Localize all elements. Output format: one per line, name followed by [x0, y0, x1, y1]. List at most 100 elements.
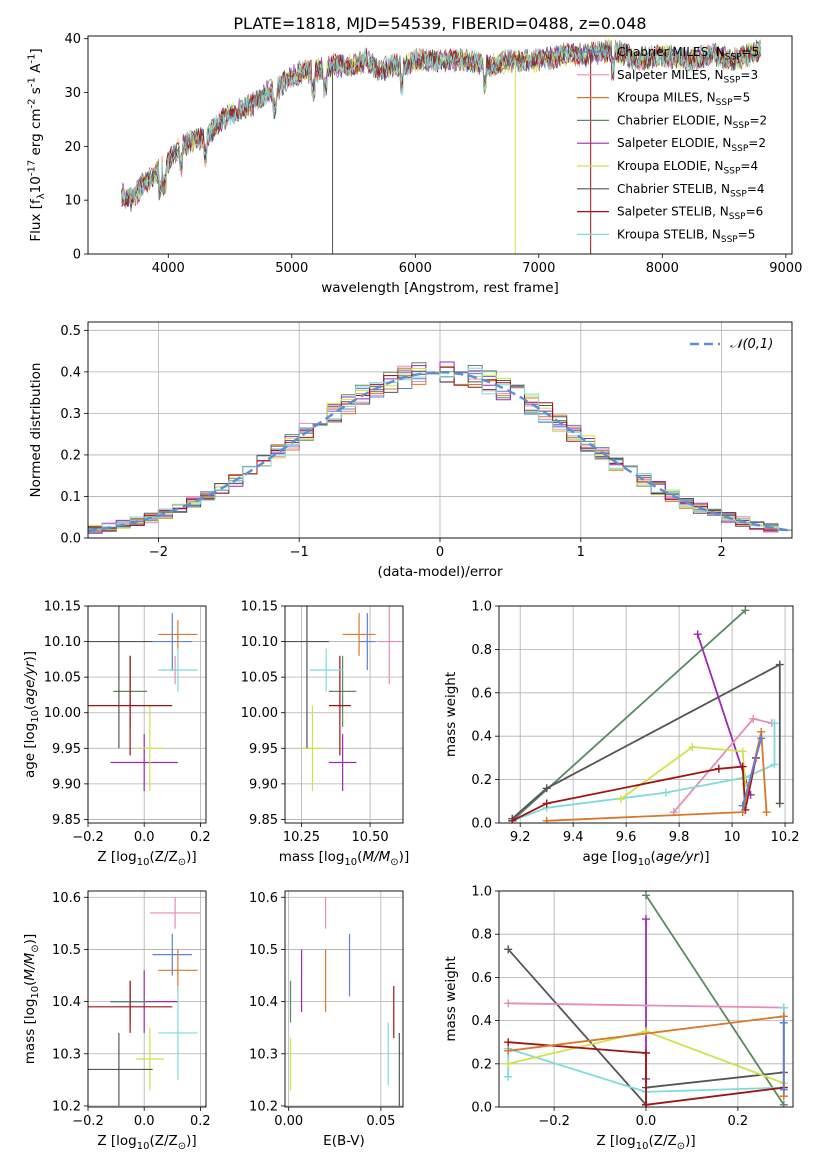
- plus-marker: [504, 1059, 513, 1068]
- y-tick-label: 9.90: [249, 777, 278, 792]
- x-tick-label: 7000: [522, 261, 555, 276]
- mass-weight-series: [738, 734, 766, 810]
- error-bar-point: [152, 613, 192, 671]
- legend-label: Chabrier ELODIE, NSSP=2: [617, 113, 767, 131]
- residual-histogram: [88, 367, 792, 531]
- x-tick-label: 10.25: [283, 830, 320, 845]
- plus-marker: [779, 1100, 788, 1107]
- legend-label: 𝒩(0,1): [730, 337, 773, 352]
- age_vs_Z-frame: [87, 605, 207, 824]
- spectrum-legend: Chabrier MILES, NSSP=5 Salpeter MILES, NS…: [577, 45, 767, 245]
- error-bar-point: [88, 606, 153, 749]
- mass_vs_ebv-grid: [285, 891, 403, 1107]
- legend-label: Kroupa ELODIE, NSSP=4: [617, 159, 758, 177]
- error-bar-point: [158, 949, 198, 992]
- age_vs_mass-plot-area: [285, 606, 403, 823]
- y-tick-label: 1.0: [471, 885, 492, 900]
- y-tick-label: 10.10: [241, 635, 278, 650]
- plus-marker: [504, 1046, 513, 1055]
- plus-marker: [542, 799, 551, 808]
- mass_vs_ebv-axes: 0.00 0.05 10.2 10.3 10.4 10.5 10.6 E(B-V): [249, 890, 404, 1149]
- legend-label: Chabrier MILES, NSSP=5: [617, 45, 759, 63]
- spectrum-series-line: [121, 40, 762, 205]
- mass-weight-line: [741, 738, 763, 806]
- x-axis-label: Z [log10(Z/Z⊙)]: [596, 1133, 695, 1152]
- x-tick-label: −2: [149, 545, 168, 560]
- plus-marker: [738, 801, 747, 810]
- y-tick-label: 9.95: [249, 742, 278, 757]
- mass-weight-series: [779, 1018, 788, 1094]
- mass-weight-line: [511, 663, 781, 820]
- y-tick-label: 40: [64, 32, 81, 47]
- x-axis-label: (data-model)/error: [377, 564, 503, 580]
- x-tick-label: 0.2: [190, 830, 211, 845]
- plus-marker: [738, 762, 747, 771]
- mass-weight-line: [508, 1041, 784, 1106]
- x-tick-label: 0.05: [366, 1114, 395, 1129]
- mass-weight-series: [616, 743, 750, 804]
- mass_vs_ebv-plot-area: [285, 891, 403, 1107]
- massweight_vs_Z-plot: [504, 891, 788, 1107]
- x-tick-label: 1: [577, 545, 585, 560]
- residuals-frame: [87, 321, 793, 539]
- error-bar-point: [158, 620, 198, 649]
- plus-marker: [542, 816, 551, 823]
- x-axis-label: age [log10(age/yr)]: [582, 849, 709, 868]
- massweight_vs_Z-panel: −0.2 0.0 0.2 0.0 0.2 0.4 0.6 0.8 1.0 Z [log10(Z/Z…: [443, 885, 794, 1152]
- y-tick-label: 10.3: [52, 1047, 81, 1062]
- x-tick-label: 0.00: [274, 1114, 303, 1129]
- error-bar-point: [158, 985, 198, 1080]
- y-tick-label: 0.0: [60, 532, 81, 547]
- error-bar-point: [152, 933, 192, 976]
- y-tick-label: 0.8: [471, 643, 492, 658]
- y-tick-label: 10.5: [52, 943, 81, 958]
- plus-marker: [504, 1072, 513, 1081]
- plus-marker: [661, 788, 670, 797]
- plus-marker: [757, 734, 766, 743]
- plus-marker: [504, 1038, 513, 1047]
- x-tick-label: 4000: [152, 261, 185, 276]
- age_vs_Z-plot-area: [88, 606, 206, 823]
- x-axis-label: Z [log10(Z/Z⊙)]: [97, 849, 196, 868]
- residual-histogram: [88, 366, 792, 531]
- y-tick-label: 10.15: [241, 600, 278, 615]
- y-tick-label: 10.6: [52, 891, 81, 906]
- massweight_vs_age-plot: [508, 606, 784, 823]
- plus-marker: [642, 915, 650, 924]
- y-tick-label: 10.00: [241, 706, 278, 721]
- plus-marker: [642, 1049, 650, 1057]
- y-tick-label: 10.00: [44, 706, 81, 721]
- y-tick-label: 30: [64, 86, 81, 101]
- y-tick-label: 9.90: [52, 777, 81, 792]
- plus-marker: [770, 719, 779, 728]
- plus-marker: [779, 1003, 788, 1012]
- y-tick-label: 0.2: [471, 773, 492, 788]
- residuals-legend: 𝒩(0,1): [690, 337, 773, 352]
- plus-marker: [779, 1018, 788, 1027]
- x-axis-label: Z [log10(Z/Z⊙)]: [97, 1133, 196, 1152]
- y-tick-label: 0.4: [471, 1014, 492, 1029]
- massweight_vs_Z-axes: −0.2 0.0 0.2 0.0 0.2 0.4 0.6 0.8 1.0 Z [log10(Z/Z…: [443, 885, 794, 1152]
- y-tick-label: 9.85: [249, 813, 278, 828]
- mass-weight-line: [696, 633, 752, 796]
- y-tick-label: 9.95: [52, 742, 81, 757]
- spectrum-plot: [121, 38, 762, 254]
- y-tick-label: 0.4: [60, 365, 81, 380]
- x-tick-label: 0.2: [728, 1114, 749, 1129]
- mass_vs_Z-panel: −0.2 0.0 0.2 10.2 10.3 10.4 10.5 10.6 Z [log10(Z…: [22, 890, 211, 1152]
- y-tick-label: 0.6: [471, 971, 492, 986]
- x-tick-label: −1: [290, 545, 309, 560]
- y-tick-label: 10: [64, 194, 81, 209]
- y-tick-label: 1.0: [471, 600, 492, 615]
- x-tick-label: 10.50: [351, 830, 388, 845]
- y-axis-label: Flux [fλ10-17 erg cm-2 s-1 A-1]: [27, 48, 47, 241]
- x-tick-label: 9.4: [563, 830, 584, 845]
- y-tick-label: 10.05: [241, 671, 278, 686]
- plus-marker: [642, 1100, 650, 1107]
- plus-marker: [542, 784, 551, 793]
- plus-marker: [616, 795, 625, 804]
- y-tick-label: 0.2: [60, 448, 81, 463]
- age_vs_Z-axes: −0.2 0.0 0.2 9.85 9.90 9.95 10.00 10.05 10.10 10.…: [22, 600, 211, 869]
- residuals-plot: [88, 361, 792, 534]
- plus-marker: [714, 764, 723, 773]
